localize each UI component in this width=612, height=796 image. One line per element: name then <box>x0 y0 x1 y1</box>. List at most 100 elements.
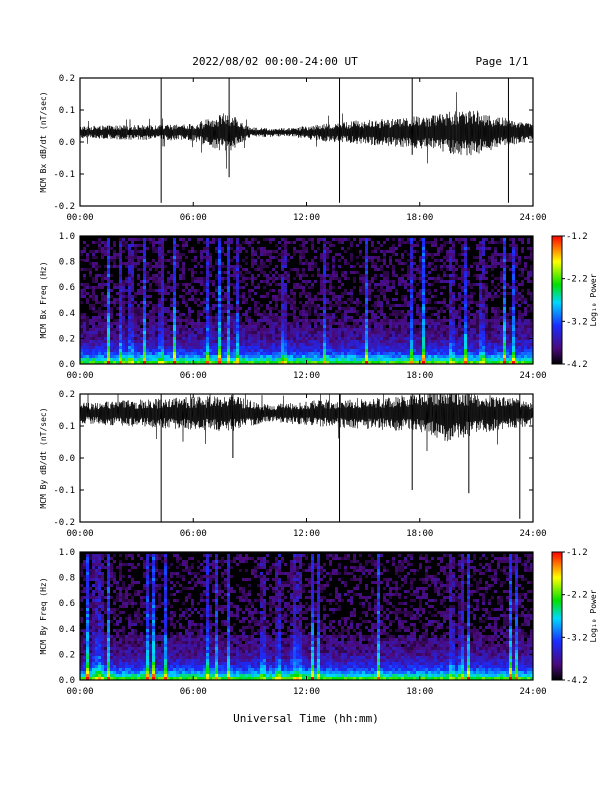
heatmap-panel-2-cell <box>356 355 359 358</box>
heatmap-panel-2-cell <box>224 253 227 256</box>
heatmap-panel-2-cell <box>158 253 161 256</box>
heatmap-panel-2-cell <box>452 346 455 349</box>
heatmap-panel-2-cell <box>95 265 98 268</box>
heatmap-panel-2-cell <box>392 352 395 355</box>
heatmap-panel-2-cell <box>389 250 392 253</box>
heatmap-panel-2-cell <box>263 346 266 349</box>
heatmap-panel-4-cell <box>101 584 104 587</box>
heatmap-panel-2-cell <box>434 238 437 241</box>
heatmap-panel-2-cell <box>341 292 344 295</box>
heatmap-panel-2-cell <box>332 316 335 319</box>
heatmap-panel-2-cell <box>293 343 296 346</box>
heatmap-panel-2-cell <box>374 316 377 319</box>
heatmap-panel-2-cell <box>428 292 431 295</box>
heatmap-panel-2-cell <box>161 322 164 325</box>
heatmap-panel-2-cell <box>158 352 161 355</box>
heatmap-panel-2-cell <box>476 283 479 286</box>
heatmap-panel-2-cell <box>236 349 239 352</box>
heatmap-panel-2-cell <box>107 355 110 358</box>
heatmap-panel-2-cell <box>116 346 119 349</box>
heatmap-panel-2-cell <box>410 295 413 298</box>
heatmap-panel-2-cell <box>527 349 530 352</box>
heatmap-panel-4-cell <box>95 665 98 668</box>
heatmap-panel-2-cell <box>323 238 326 241</box>
heatmap-panel-2-cell <box>350 256 353 259</box>
heatmap-panel-4-cell <box>86 674 89 677</box>
heatmap-panel-2-cell <box>113 256 116 259</box>
heatmap-panel-2-cell <box>527 277 530 280</box>
heatmap-panel-2-cell <box>305 316 308 319</box>
heatmap-panel-2-cell <box>188 352 191 355</box>
heatmap-panel-2-cell <box>368 331 371 334</box>
heatmap-panel-2-cell <box>317 352 320 355</box>
heatmap-panel-2-cell <box>137 328 140 331</box>
heatmap-panel-2-cell <box>431 343 434 346</box>
heatmap-panel-2-cell <box>374 346 377 349</box>
heatmap-panel-2-cell <box>512 274 515 277</box>
heatmap-panel-2-cell <box>191 298 194 301</box>
heatmap-panel-2-cell <box>458 352 461 355</box>
heatmap-panel-2-cell <box>260 352 263 355</box>
heatmap-panel-2-cell <box>224 352 227 355</box>
heatmap-panel-2-cell <box>131 316 134 319</box>
heatmap-panel-2-cell <box>452 271 455 274</box>
heatmap-panel-2-cell <box>395 313 398 316</box>
heatmap-panel-2-cell <box>167 334 170 337</box>
heatmap-panel-2-cell <box>317 268 320 271</box>
heatmap-panel-2-cell <box>116 328 119 331</box>
heatmap-panel-2-cell <box>338 358 341 361</box>
heatmap-panel-2-cell <box>374 331 377 334</box>
heatmap-panel-2-cell <box>230 346 233 349</box>
heatmap-panel-4-cell <box>92 560 95 563</box>
heatmap-panel-2-cell <box>92 346 95 349</box>
heatmap-panel-2-cell <box>422 349 425 352</box>
heatmap-panel-2-cell <box>143 265 146 268</box>
heatmap-panel-2-cell <box>293 313 296 316</box>
heatmap-panel-2-cell <box>524 358 527 361</box>
heatmap-panel-2-cell <box>215 319 218 322</box>
heatmap-panel-2-cell <box>506 319 509 322</box>
heatmap-panel-2-cell <box>173 265 176 268</box>
heatmap-panel-2-cell <box>281 289 284 292</box>
heatmap-panel-2-cell <box>308 304 311 307</box>
heatmap-panel-2-cell <box>491 295 494 298</box>
heatmap-panel-2-cell <box>326 355 329 358</box>
heatmap-panel-2-cell <box>143 292 146 295</box>
heatmap-panel-2-cell <box>344 346 347 349</box>
heatmap-panel-2-cell <box>281 349 284 352</box>
heatmap-panel-2-cell <box>134 247 137 250</box>
heatmap-panel-2-cell <box>335 277 338 280</box>
heatmap-panel-2-cell <box>140 334 143 337</box>
heatmap-panel-2-cell <box>206 325 209 328</box>
heatmap-panel-2-cell <box>131 277 134 280</box>
heatmap-panel-2-cell <box>230 337 233 340</box>
heatmap-panel-2-cell <box>161 358 164 361</box>
heatmap-panel-2-cell <box>212 304 215 307</box>
heatmap-panel-2-cell <box>452 349 455 352</box>
heatmap-panel-2-cell <box>152 313 155 316</box>
heatmap-panel-2-cell <box>491 262 494 265</box>
heatmap-panel-2-cell <box>134 337 137 340</box>
heatmap-panel-4-cell <box>101 647 104 650</box>
heatmap-panel-2-cell <box>326 298 329 301</box>
heatmap-panel-2-cell <box>374 319 377 322</box>
heatmap-panel-4-cell <box>95 620 98 623</box>
heatmap-panel-2-cell <box>353 322 356 325</box>
heatmap-panel-2-cell <box>290 325 293 328</box>
heatmap-panel-2-cell <box>320 298 323 301</box>
heatmap-panel-4-cell <box>92 617 95 620</box>
heatmap-panel-2-cell <box>410 289 413 292</box>
heatmap-panel-2-cell <box>302 313 305 316</box>
heatmap-panel-2-cell <box>278 352 281 355</box>
heatmap-panel-2-cell <box>158 238 161 241</box>
heatmap-panel-2-cell <box>170 298 173 301</box>
heatmap-panel-2-cell <box>209 271 212 274</box>
heatmap-panel-2-cell <box>98 346 101 349</box>
heatmap-panel-2-cell <box>107 259 110 262</box>
heatmap-panel-2-cell <box>404 241 407 244</box>
heatmap-panel-2-cell <box>527 247 530 250</box>
heatmap-panel-2-cell <box>437 301 440 304</box>
heatmap-panel-2-cell <box>242 349 245 352</box>
heatmap-panel-2-cell <box>290 358 293 361</box>
heatmap-panel-4-cell <box>92 596 95 599</box>
